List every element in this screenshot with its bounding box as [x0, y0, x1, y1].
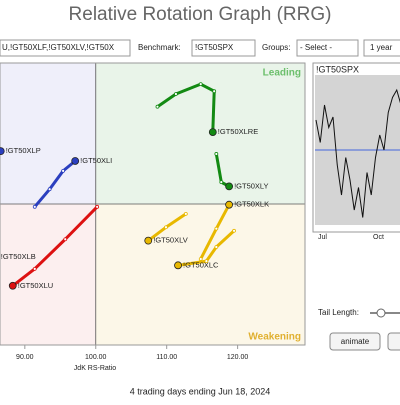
- groups-text: - Select -: [300, 43, 332, 52]
- benchmark-label: Benchmark:: [138, 43, 181, 52]
- head: [0, 147, 5, 156]
- head: [8, 281, 17, 290]
- head: [174, 261, 182, 270]
- series-layer: [0, 82, 236, 290]
- mini-month: Oct: [373, 234, 384, 241]
- head: [225, 182, 234, 191]
- series-label: !GT50XLP: [6, 146, 41, 155]
- benchmark-chart: !GT50SPX Jul Oct: [312, 62, 400, 241]
- quadrant-lagging: [0, 204, 96, 345]
- series-label: !GT50XLK: [234, 200, 269, 209]
- x-tick-label: 100.00: [85, 354, 107, 361]
- x-tick-label: 120.00: [227, 354, 249, 361]
- tail-length-label: Tail Length:: [318, 308, 359, 317]
- tail-point: [198, 82, 203, 87]
- head: [225, 200, 234, 209]
- series-label: !GT50XLU: [18, 281, 53, 290]
- series-label: !GT50XLY: [234, 181, 268, 190]
- tail-point: [214, 245, 219, 249]
- tail-point: [32, 204, 37, 209]
- head: [71, 157, 80, 165]
- series-label: !GT50XLI: [80, 156, 112, 165]
- tail-point: [164, 225, 168, 230]
- head: [144, 236, 153, 245]
- tail-point: [155, 104, 160, 109]
- head: [208, 128, 217, 136]
- quadrant-weakening: [95, 204, 305, 345]
- period-text: 1 year: [370, 43, 393, 52]
- symbols-text: U,!GT50XLF,!GT50XLV,!GT50X: [2, 43, 115, 52]
- series-label: !GT50XLC: [183, 260, 219, 269]
- next-button[interactable]: [387, 332, 400, 351]
- tail-point: [183, 211, 188, 216]
- tail-point: [212, 89, 217, 94]
- tail-point: [204, 259, 209, 264]
- footer: 4 trading days ending Jun 18, 2024: [130, 386, 271, 396]
- animate-text: animate: [341, 337, 370, 346]
- tail: [11, 205, 99, 287]
- tail: [177, 229, 236, 267]
- benchmark-input[interactable]: [191, 39, 256, 57]
- tail-point: [47, 187, 52, 192]
- x-axis-label: JdK RS-Ratio: [74, 365, 117, 372]
- series-label: !GT50XLV: [153, 236, 187, 245]
- tail-point: [214, 152, 219, 156]
- price-line: [315, 88, 400, 218]
- series-label: !GT50XLB: [1, 252, 36, 261]
- quadrant-improving: [0, 63, 96, 204]
- quadrant-label: Leading: [263, 68, 301, 79]
- x-tick-label: 110.00: [156, 354, 177, 361]
- groups-label: Groups:: [262, 43, 290, 52]
- x-tick-label: 90.00: [16, 354, 34, 361]
- plot-border: [0, 62, 306, 346]
- benchmark-text: !GT50SPX: [195, 43, 234, 52]
- symbols-input[interactable]: [0, 39, 131, 57]
- tail-point: [232, 228, 236, 233]
- tail-point: [214, 226, 219, 231]
- tail-point: [174, 92, 178, 96]
- tail-slider-handle[interactable]: [376, 308, 386, 318]
- tail-point: [32, 266, 37, 271]
- mini-month: Jul: [318, 234, 327, 241]
- mini-title: !GT50SPX: [316, 64, 359, 74]
- quadrant-leading: [95, 63, 305, 204]
- series-label: !GT50XLRE: [218, 127, 258, 136]
- tail-point: [219, 180, 224, 185]
- rrg-plot: Leading Weakening 90.00 100.00 110.00 120.00 J…: [0, 62, 306, 372]
- animate-button[interactable]: [329, 332, 381, 351]
- quadrant-label: Weakening: [248, 332, 301, 343]
- tail-point: [63, 237, 68, 242]
- tail-point: [95, 204, 100, 209]
- app-title: Relative Rotation Graph (RRG): [69, 4, 332, 25]
- groups-select[interactable]: [296, 39, 359, 57]
- tail: [33, 159, 77, 208]
- period-select[interactable]: [363, 39, 400, 57]
- tail-point: [61, 168, 66, 173]
